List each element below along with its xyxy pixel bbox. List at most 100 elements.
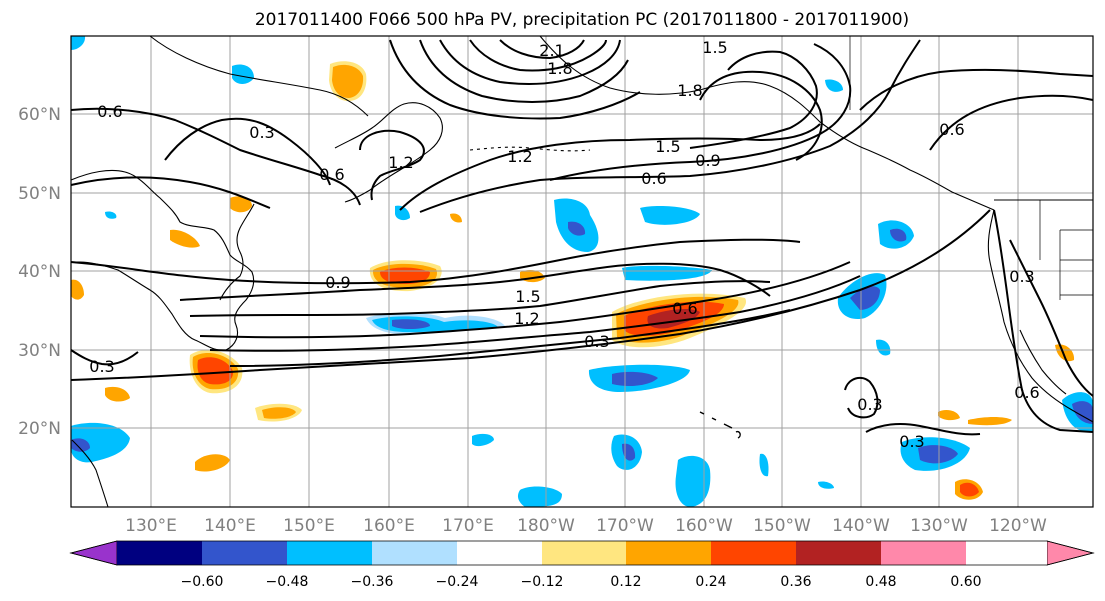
contour-ring-2 [439, 39, 621, 85]
precip-blob [612, 371, 658, 386]
lon-label: 160°E [363, 516, 415, 536]
colorbar-segment [711, 541, 796, 565]
lon-label: 180°W [517, 516, 575, 536]
precip-blob [332, 64, 364, 98]
contour-label: 0.3 [857, 395, 882, 414]
precip-blob [71, 36, 86, 50]
contour-1.2-jet [189, 280, 771, 317]
colorbar-arrow-right [1046, 540, 1095, 566]
precip-blob [918, 445, 958, 464]
colorbar-segment [287, 541, 372, 565]
longitude-labels: 130°E 140°E 150°E 160°E 170°E 180°W 170°… [125, 516, 1047, 536]
lat-label: 60°N [18, 105, 61, 125]
lon-label: 160°W [675, 516, 733, 536]
contour-2.1 [499, 39, 585, 60]
latitude-labels: 60°N 50°N 40°N 30°N 20°N [18, 105, 61, 439]
contour-0.6-ak [699, 70, 823, 161]
colorbar-tick-label: −0.12 [521, 574, 564, 590]
contour-labels: 0.6 0.3 0.6 1.2 2.1 1.8 1.5 1.8 1.2 1.5 … [89, 38, 1039, 451]
contour-label: 0.3 [899, 432, 924, 451]
coastline-philippines [71, 439, 109, 508]
contour-ring-1 [419, 39, 629, 103]
contour-label: 0.9 [695, 151, 720, 170]
colorbar-segment [117, 541, 202, 565]
precip-blob [968, 417, 1012, 426]
precip-blob [960, 482, 979, 497]
contour-label: 0.3 [584, 332, 609, 351]
lon-label: 130°W [910, 516, 968, 536]
contour-label: 0.6 [641, 169, 666, 188]
colorbar-tick-label: 0.36 [780, 574, 811, 590]
colorbar-tick-label: −0.24 [436, 574, 479, 590]
contour-label: 1.5 [515, 287, 540, 306]
colorbar-segment [796, 541, 881, 565]
colorbar-tick-label: 0.48 [865, 574, 896, 590]
precip-blob [759, 453, 769, 477]
contour-label: 1.2 [507, 147, 532, 166]
contour-1.5-jet [179, 262, 771, 301]
lon-label: 120°W [989, 516, 1047, 536]
contour-label: 1.2 [388, 153, 413, 172]
colorbar-arrow-left [69, 540, 118, 566]
contour-label: 0.6 [319, 165, 344, 184]
contour-0.3-north [164, 117, 331, 186]
map-frame [70, 35, 1094, 508]
coastline-baja [1019, 329, 1067, 395]
contour-label: 1.8 [677, 81, 702, 100]
colorbar-outline [69, 540, 1095, 566]
precip-blob [262, 407, 296, 419]
pv-contours [70, 39, 1094, 436]
precip-blob [230, 196, 252, 213]
colorbar-segment [542, 541, 626, 565]
colorbar-segment [626, 541, 711, 565]
precip-blob [195, 454, 230, 472]
precip-blob [392, 319, 430, 329]
map-panel: 0.6 0.3 0.6 1.2 2.1 1.8 1.5 1.8 1.2 1.5 … [70, 35, 1094, 508]
lat-label: 20°N [18, 419, 61, 439]
precip-blob [450, 213, 462, 223]
lon-label: 150°W [753, 516, 811, 536]
contour-0.6-jet [199, 261, 851, 339]
colorbar-tick-label: −0.36 [351, 574, 394, 590]
coastline-alaska [539, 35, 995, 211]
lon-label: 130°E [125, 516, 177, 536]
colorbar-tick-label: −0.60 [181, 574, 224, 590]
lon-label: 140°W [832, 516, 890, 536]
precip-blob [472, 433, 494, 447]
precip-blob [640, 206, 700, 225]
precip-blob [1072, 401, 1093, 424]
contour-0.3-north-ne [859, 68, 1094, 111]
lat-label: 50°N [18, 184, 61, 204]
contour-0.3-east [1009, 239, 1094, 397]
precip-blob [876, 339, 891, 356]
coastline-north-asia [149, 35, 369, 117]
coastline-japan [219, 203, 255, 301]
colorbar: −0.60 −0.48 −0.36 −0.24 −0.12 0.12 0.24 … [69, 540, 1095, 590]
coastline-asia [70, 169, 255, 351]
precip-blob [380, 267, 430, 284]
colorbar-segment [966, 541, 1047, 565]
contour-label: 0.9 [325, 273, 350, 292]
contour-label: 1.2 [514, 309, 539, 328]
contour-1.2-kamchatka [359, 130, 425, 201]
contour-label: 0.6 [939, 120, 964, 139]
lat-label: 30°N [18, 341, 61, 361]
precip-blob [1055, 344, 1075, 362]
contour-0.3-south [865, 423, 981, 436]
contour-0.9-jet [70, 238, 801, 285]
contour-0.3-jet [70, 209, 991, 381]
figure-title: 2017011400 F066 500 hPa PV, precipitatio… [255, 10, 909, 30]
precip-blob [938, 410, 960, 421]
contour-ring-3 [469, 39, 607, 72]
lon-label: 170°W [596, 516, 654, 536]
contour-label: 0.6 [97, 102, 122, 121]
contour-outer-north [70, 176, 271, 209]
contour-label: 1.5 [702, 38, 727, 57]
colorbar-segment [202, 541, 287, 565]
contour-0.3-south-loop [844, 376, 879, 419]
precip-blob [170, 229, 200, 248]
precip-blob [71, 438, 90, 452]
contour-label: 0.6 [672, 299, 697, 318]
colorbar-tick-label: −0.48 [266, 574, 309, 590]
